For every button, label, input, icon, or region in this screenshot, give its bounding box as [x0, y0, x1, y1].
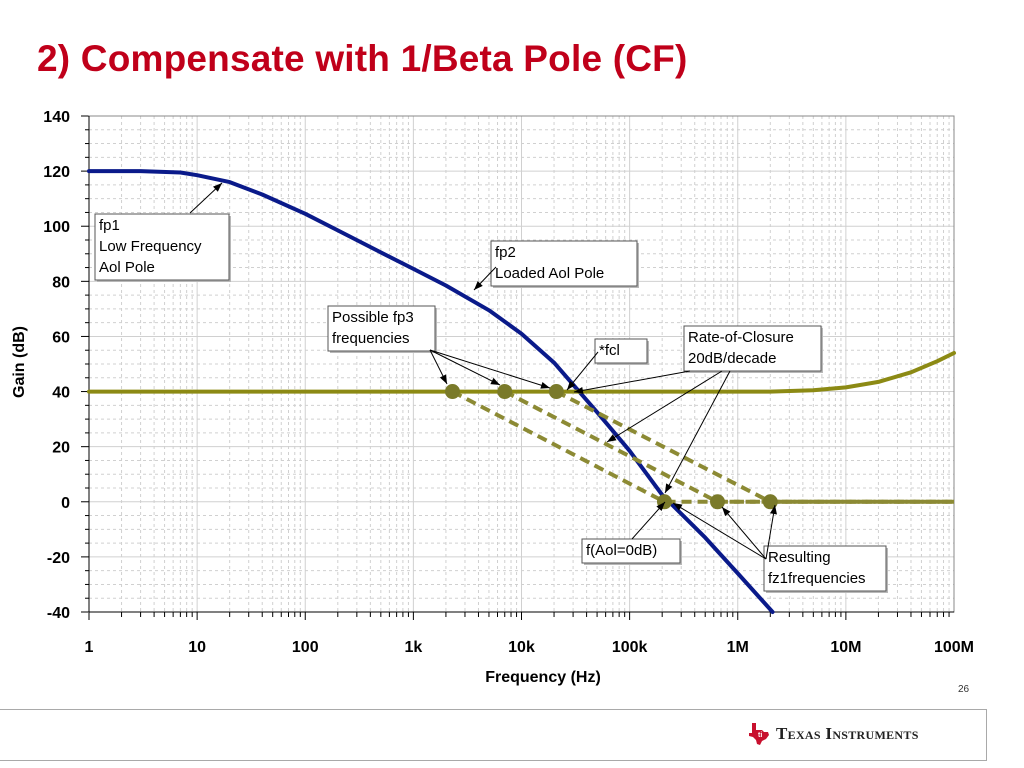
leader-line — [672, 502, 767, 560]
y-tick-label: 20 — [52, 440, 70, 457]
svg-text:ti: ti — [758, 732, 762, 739]
ti-logo: ti Texas Instruments — [748, 717, 919, 751]
leader-arrowhead — [665, 483, 673, 493]
x-tick-label: 1 — [85, 639, 94, 656]
series-line-aol — [87, 169, 775, 614]
ti-logo-text: Texas Instruments — [776, 724, 919, 743]
x-tick-label: 10 — [188, 639, 206, 656]
x-axis-label: Frequency (Hz) — [485, 669, 601, 686]
x-tick-label: 10M — [830, 639, 861, 656]
x-tick-label: 10k — [508, 639, 535, 656]
leader-arrowhead — [567, 380, 576, 390]
chart-axes: 1 10 100 1k 10k 100k 1M 10M 100M 140 120 100 80 60 40 2… — [43, 109, 974, 656]
annotation-text: *fcl — [599, 342, 620, 359]
leader-line — [721, 506, 767, 560]
annotation-text: Loaded Aol Pole — [495, 265, 604, 282]
annotation-roc: Rate-of-Closure 20dB/decade — [683, 325, 823, 373]
annotation-box — [763, 545, 887, 592]
texas-state-icon: ti — [749, 723, 769, 745]
y-tick-label: -20 — [47, 550, 70, 567]
annotation-box — [683, 325, 822, 372]
leader-arrowhead — [439, 374, 447, 384]
y-tick-label: 140 — [43, 109, 70, 126]
leader-arrowhead — [213, 183, 222, 192]
annotation-text: Resulting — [768, 549, 831, 566]
annotation-box — [581, 538, 681, 564]
x-tick-label: 1k — [404, 639, 422, 656]
annotation-text: Aol Pole — [99, 259, 155, 276]
annotation-faol: f(Aol=0dB) — [581, 538, 682, 565]
leader-arrowhead — [770, 505, 777, 515]
x-tick-label: 100 — [292, 639, 319, 656]
annotation-fcl: *fcl — [594, 338, 649, 365]
footer-bar — [0, 709, 987, 761]
annotation-box — [94, 213, 230, 281]
annotation-text: 20dB/decade — [688, 350, 776, 367]
leader-line — [429, 349, 501, 386]
series-line-beta — [87, 351, 956, 394]
annotation-text: Rate-of-Closure — [688, 329, 794, 346]
slide-title: 2) Compensate with 1/Beta Pole (CF) — [37, 38, 688, 79]
annotation-fp2: fp2 Loaded Aol Pole — [490, 240, 639, 288]
leader-line — [429, 349, 551, 389]
annotation-text: fp2 — [495, 244, 516, 261]
annotation-text: fp1 — [99, 217, 120, 234]
y-tick-label: 120 — [43, 164, 70, 181]
leader-arrowhead — [656, 502, 665, 512]
annotation-text: Possible fp3 — [332, 309, 414, 326]
x-tick-label: 100M — [934, 639, 974, 656]
x-tick-label: 1M — [727, 639, 749, 656]
leader-arrowhead — [607, 434, 617, 442]
annotation-text: Low Frequency — [99, 238, 202, 255]
data-marker — [710, 494, 726, 510]
data-marker — [444, 384, 460, 400]
gain-frequency-chart: 1 10 100 1k 10k 100k 1M 10M 100M 140 120 100 80 60 40 2… — [11, 109, 974, 686]
y-tick-label: 100 — [43, 219, 70, 236]
annotation-fp3: Possible fp3 frequencies — [327, 305, 437, 353]
leader-arrowhead — [574, 386, 584, 394]
leader-line — [664, 370, 731, 494]
data-marker — [548, 384, 564, 400]
leader-arrowhead — [474, 281, 483, 290]
leader-arrowhead — [673, 503, 683, 511]
leader-arrowhead — [490, 377, 500, 385]
annotation-box — [327, 305, 436, 352]
leader-arrowhead — [540, 381, 550, 389]
leader-line — [573, 370, 691, 393]
y-tick-label: 0 — [61, 495, 70, 512]
chart-grid — [88, 115, 954, 613]
annotation-text: frequencies — [332, 330, 410, 347]
data-marker — [497, 384, 513, 400]
leader-arrowhead — [722, 507, 731, 517]
data-marker — [762, 494, 778, 510]
y-tick-label: -40 — [47, 605, 70, 622]
x-tick-label: 100k — [612, 639, 648, 656]
annotation-fz1: Resulting fz1frequencies — [763, 545, 888, 593]
page-number: 26 — [958, 684, 970, 695]
annotation-text: f(Aol=0dB) — [586, 542, 657, 559]
annotation-box — [490, 240, 638, 287]
leader-line — [765, 504, 776, 560]
y-tick-label: 40 — [52, 385, 70, 402]
annotation-text: fz1frequencies — [768, 570, 866, 587]
leader-line — [606, 370, 723, 443]
annotation-fp1: fp1 Low Frequency Aol Pole — [94, 213, 231, 282]
y-axis-label: Gain (dB) — [11, 326, 28, 398]
chart-annotations: fp1 Low Frequency Aol Pole fp2 Loaded Aol Po… — [94, 182, 888, 593]
y-tick-label: 60 — [52, 329, 70, 346]
annotation-box — [594, 338, 648, 364]
y-tick-label: 80 — [52, 274, 70, 291]
